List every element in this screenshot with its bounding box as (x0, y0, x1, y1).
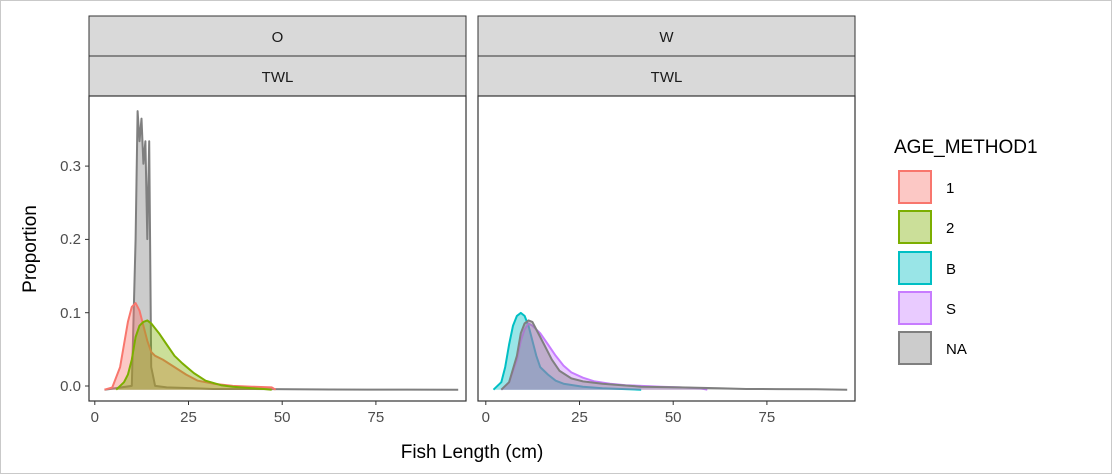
strip-bottom-bg-w (477, 55, 856, 97)
x-tick-label: 50 (274, 409, 291, 426)
series-layer-o (104, 110, 459, 391)
legend-label-b: B (946, 261, 956, 278)
legend-label-na: NA (946, 341, 967, 358)
x-tick-label: 25 (180, 409, 197, 426)
legend-key-2 (898, 210, 932, 244)
series-area-na (501, 320, 848, 390)
strip-bottom-label-w: TWL (651, 69, 683, 86)
legend-key-s (898, 291, 932, 325)
y-tick-label: 0.0 (60, 378, 81, 395)
strip-top-label-o: O (272, 29, 284, 46)
series-line-na (500, 319, 848, 391)
series-line-na (104, 110, 459, 391)
panel-border-o (88, 95, 467, 402)
legend: AGE_METHOD1 1 2 B S NA (894, 137, 1038, 365)
y-axis-title: Proportion (20, 205, 41, 293)
series-area-1 (104, 303, 276, 390)
x-tick-label: 0 (482, 409, 490, 426)
legend-label-s: S (946, 301, 956, 318)
y-tick-label: 0.1 (60, 305, 81, 322)
series-area-b (493, 312, 642, 390)
legend-key-b (898, 251, 932, 285)
x-tick-label: 0 (91, 409, 99, 426)
legend-label-1: 1 (946, 180, 954, 197)
x-tick-label: 25 (571, 409, 588, 426)
x-tick-label: 75 (368, 409, 385, 426)
strip-bottom-label-o: TWL (262, 69, 294, 86)
legend-label-2: 2 (946, 220, 954, 237)
x-tick-label: 50 (665, 409, 682, 426)
panel-bg-w (478, 96, 855, 401)
y-tick-label: 0.3 (60, 158, 81, 175)
series-line-2 (115, 319, 272, 391)
legend-title: AGE_METHOD1 (894, 137, 1038, 158)
x-axis-title: Fish Length (cm) (401, 442, 544, 463)
series-layer-w (492, 311, 848, 391)
x-axis-o: 0 25 50 75 (91, 401, 385, 426)
series-line-b (492, 311, 642, 391)
series-area-2 (116, 320, 272, 390)
legend-key-1 (898, 170, 932, 204)
y-tick-label: 0.2 (60, 231, 81, 248)
legend-key-na (898, 331, 932, 365)
y-axis: 0.0 0.1 0.2 0.3 (60, 158, 89, 395)
strip-top-bg-w (477, 15, 856, 57)
panel-border-w (477, 95, 856, 402)
strip-top-bg-o (88, 15, 467, 57)
x-axis-w: 0 25 50 75 (482, 401, 776, 426)
strip-bottom-bg-o (88, 55, 467, 97)
series-area-s (501, 323, 708, 390)
strip-top-label-w: W (659, 29, 674, 46)
x-tick-label: 75 (759, 409, 776, 426)
